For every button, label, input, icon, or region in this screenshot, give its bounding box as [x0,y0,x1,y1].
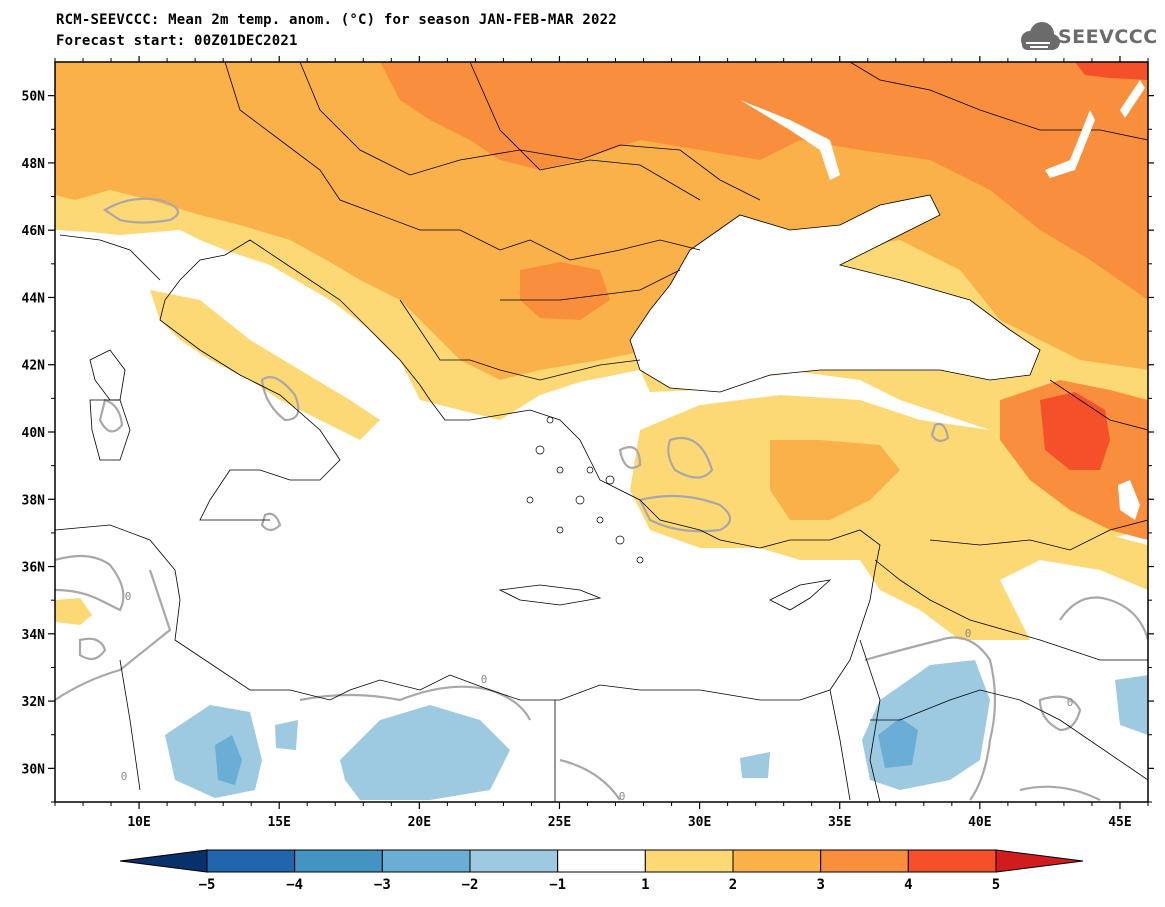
lon-tick-label: 40E [968,815,991,830]
anomaly-area-yellow-libya [55,598,92,625]
colorbar-tick-label: −2 [462,877,479,893]
map-title: RCM-SEEVCCC: Mean 2m temp. anom. (°C) fo… [56,12,617,28]
anomaly-area-red-caucasus [1040,392,1110,470]
anomaly-area-orange-anatolia [770,440,900,520]
contour-zero-label: 0 [1067,696,1074,709]
colorbar-segment [644,849,734,873]
colorbar-min-triangle [119,849,208,873]
contour-zero-label: 0 [481,673,488,686]
colorbar-max-triangle [995,849,1084,873]
lat-tick-label: 46N [22,224,46,239]
lat-tick-label: 38N [22,493,46,508]
lat-tick-label: 32N [22,695,46,710]
zero-contours [55,197,1148,801]
lon-tick-label: 30E [688,815,711,830]
colorbar-tick-label: 5 [992,877,1000,893]
lon-tick-label: 25E [548,815,571,830]
anomaly-area-blue2-jordan [878,718,918,768]
lat-tick-label: 44N [22,291,46,306]
colorbar-tick-label: 4 [904,877,912,893]
anomaly-area-yellow-italy [150,290,380,440]
seevccc-logo-text: SEEVCCC [1058,26,1158,48]
colorbar-segment [820,849,909,873]
black-sea [629,194,1041,393]
map-field [55,62,1148,802]
lon-tick-label: 15E [267,815,290,830]
lon-tick-label: 10E [127,815,150,830]
anomaly-area-blue-egypt [740,752,770,778]
lon-tick-label: 45E [1108,815,1131,830]
colorbar-tick-label: 2 [729,877,737,893]
lon-tick-label: 20E [408,815,431,830]
lat-tick-label: 42N [22,359,46,374]
colorbar-tick-label: 1 [641,877,649,893]
contour-zero-label: 0 [965,627,972,640]
latitude-axis: 50N 48N 46N 44N 42N 40N 38N 36N 34N 32N 30N [22,90,1154,803]
anomaly-area-red-northeast [1075,62,1148,80]
colorbar-segment [381,849,471,873]
colorbar-segment [206,849,296,873]
aegean-islands [526,416,644,564]
longitude-axis: 10E 15E 20E 25E 30E 35E 40E 45E [54,56,1149,830]
cloud-logo-icon [1021,22,1060,50]
lon-tick-label: 35E [828,815,851,830]
lat-tick-label: 48N [22,157,46,172]
lat-tick-label: 34N [22,628,46,643]
lat-tick-label: 30N [22,762,46,777]
contour-labels: 0 0 0 0 0 0 [121,590,1074,803]
colorbar-tick-label: −3 [374,877,391,893]
colorbar-tick-label: 3 [816,877,824,893]
colorbar-segment [557,849,646,873]
anomaly-area-darkorange-balkans [520,262,610,320]
contour-zero-label: 0 [125,590,132,603]
colorbar: −5 −4 −3 −2 −1 1 2 3 4 5 [119,849,1084,893]
lat-tick-label: 50N [22,90,46,105]
white-streak [740,100,840,180]
anomaly-area-yellow-turkey [630,395,1148,640]
contour-zero-label: 0 [121,770,128,783]
colorbar-segment [732,849,822,873]
forecast-start-label: Forecast start: 00Z01DEC2021 [56,33,298,49]
colorbar-tick-label: −1 [549,877,566,893]
lat-tick-label: 40N [22,426,46,441]
anomaly-area-blue-iraq [1115,675,1148,735]
coastlines [55,62,1148,802]
contour-zero-label: 0 [619,790,626,803]
white-streak [1120,80,1145,118]
lat-tick-label: 36N [22,561,46,576]
colorbar-tick-label: −4 [286,877,303,893]
colorbar-segment [294,849,383,873]
anomaly-area-blue-small [275,720,298,750]
anomaly-area-blue2-libya [215,735,242,785]
colorbar-tick-label: −5 [199,877,216,893]
anomaly-area-blue-sirte [340,705,510,800]
colorbar-segment [469,849,559,873]
anomaly-area-darkorange-north [380,62,1148,300]
colorbar-segment [907,849,997,873]
white-streak [1045,110,1095,178]
caspian-white [1118,480,1140,520]
